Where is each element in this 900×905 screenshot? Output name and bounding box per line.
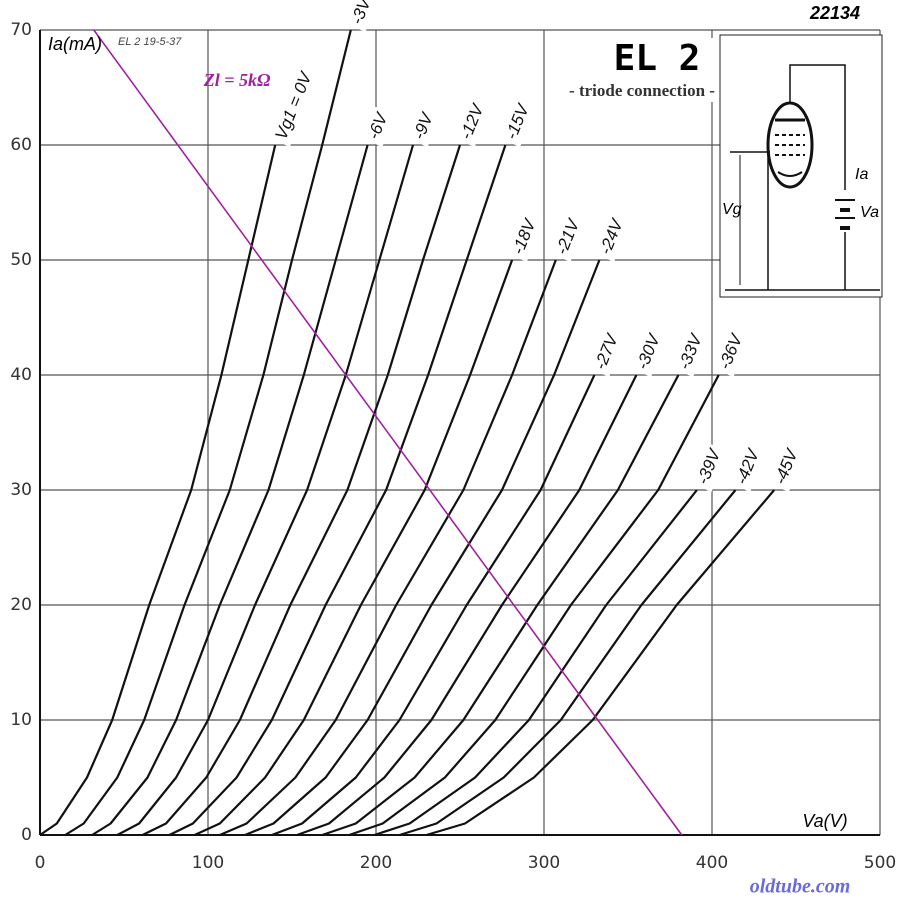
x-tick-label: 400	[696, 853, 728, 873]
curve	[271, 374, 596, 837]
label-backdrop	[454, 97, 492, 147]
x-tick-label: 200	[360, 853, 392, 873]
sheet-note: EL 2 19-5-37	[118, 36, 182, 48]
circuit: Ia Va Vg	[719, 34, 883, 298]
label-backdrop	[269, 65, 320, 147]
y-tick-label: 0	[21, 825, 32, 845]
curve	[296, 374, 638, 837]
label-backdrop	[672, 327, 710, 377]
y-tick-label: 60	[10, 135, 32, 155]
label-backdrop	[713, 327, 750, 377]
y-tick-label: 50	[10, 250, 32, 270]
curve	[348, 374, 720, 837]
label-backdrop	[691, 442, 729, 492]
y-axis-label: Ia(mA)	[48, 34, 102, 54]
y-tick-label: 30	[10, 480, 32, 500]
wire	[789, 64, 846, 190]
x-axis-label: Va(V)	[802, 811, 847, 831]
curve	[219, 259, 557, 837]
circuit-label: Vg	[722, 201, 742, 218]
label-backdrop	[593, 212, 631, 262]
circuit-label: Ia	[855, 166, 868, 183]
x-tick-label: 300	[528, 853, 560, 873]
watermark: oldtube.com	[750, 876, 851, 898]
cathode	[777, 171, 803, 177]
label-backdrop	[506, 212, 544, 262]
circuit-label: Va	[860, 204, 879, 221]
y-tick-label: 70	[10, 20, 32, 40]
curve	[142, 144, 462, 836]
load-line-label: Zl = 5kΩ	[203, 70, 271, 90]
x-tick-label: 500	[864, 853, 896, 873]
curve	[93, 29, 683, 836]
x-tick-label: 100	[192, 853, 224, 873]
circuit-box	[719, 34, 883, 298]
curve	[39, 144, 277, 836]
chart-subtitle: - triode connection -	[569, 81, 715, 100]
label-backdrop	[361, 106, 396, 147]
label-backdrop	[768, 442, 806, 492]
label-backdrop	[407, 106, 441, 147]
y-tick-label: 20	[10, 595, 32, 615]
curve	[91, 144, 369, 836]
curve	[399, 489, 737, 837]
label-backdrop	[729, 442, 767, 492]
x-tick-label: 0	[35, 853, 46, 873]
y-tick-label: 40	[10, 365, 32, 385]
curve	[373, 489, 698, 837]
sheet-number: 22134	[809, 3, 860, 23]
subtitle-backdrop	[545, 80, 740, 102]
y-tick-label: 10	[10, 710, 32, 730]
curve	[321, 374, 680, 837]
curve	[64, 29, 352, 836]
label-backdrop	[588, 327, 626, 377]
curve	[244, 259, 601, 837]
curve	[116, 144, 415, 836]
chart-title: EL 2	[614, 38, 701, 79]
label-backdrop	[499, 97, 537, 147]
curve	[426, 489, 776, 837]
label-backdrop	[630, 327, 668, 377]
label-backdrop	[345, 0, 379, 32]
curve	[168, 144, 507, 836]
curve	[194, 259, 514, 837]
label-backdrop	[550, 212, 587, 262]
